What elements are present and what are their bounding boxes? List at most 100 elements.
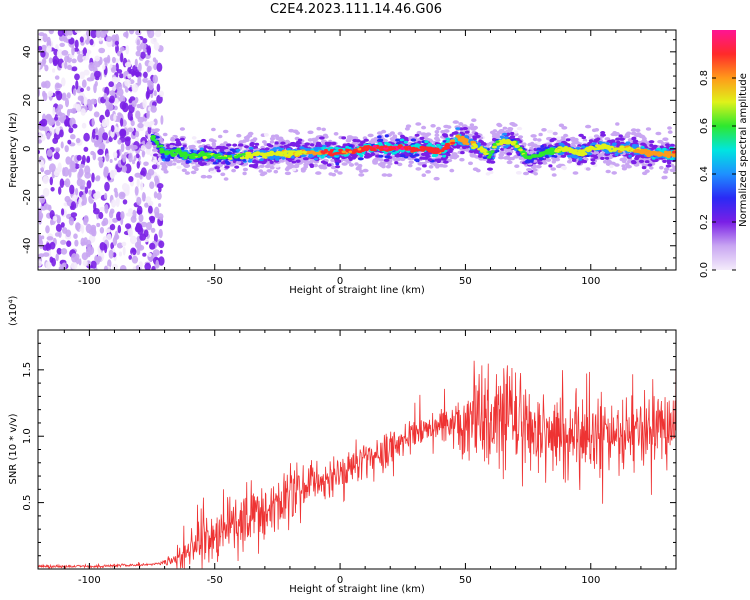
noise-blob (55, 121, 61, 127)
signal-point (433, 176, 440, 181)
signal-point (287, 158, 292, 162)
signal-point (193, 150, 197, 153)
signal-point (378, 138, 384, 142)
signal-point (385, 164, 391, 169)
signal-point (398, 144, 403, 147)
signal-point (659, 165, 664, 170)
signal-point (503, 141, 508, 145)
signal-point (149, 121, 155, 125)
signal-point (564, 152, 570, 156)
signal-point (603, 149, 608, 152)
noise-blob (86, 98, 92, 107)
signal-point (347, 156, 353, 160)
signal-point (485, 172, 491, 176)
noise-blob (81, 79, 87, 88)
signal-point (224, 165, 230, 169)
signal-point (450, 141, 456, 145)
noise-blob (140, 51, 146, 59)
noise-blob (159, 216, 163, 222)
signal-point (578, 133, 584, 137)
signal-point (159, 147, 165, 151)
signal-point (425, 170, 431, 174)
noise-blob (106, 118, 110, 127)
signal-point (160, 162, 165, 166)
noise-blob (71, 58, 77, 64)
noise-blob (142, 38, 148, 44)
noise-blob (90, 98, 98, 105)
signal-point (159, 144, 164, 148)
noise-blob (159, 249, 163, 254)
signal-point (313, 157, 319, 161)
noise-blob (48, 204, 52, 212)
signal-point (612, 148, 617, 152)
signal-point (250, 138, 257, 143)
signal-point (663, 170, 669, 174)
noise-blob (67, 139, 72, 145)
signal-point (415, 167, 422, 171)
noise-blob (88, 62, 95, 72)
noise-blob (82, 195, 87, 206)
noise-blob (52, 137, 59, 144)
signal-point (217, 163, 223, 168)
noise-blob (79, 185, 86, 190)
noise-blob (136, 39, 141, 46)
noise-blob (120, 211, 125, 220)
noise-blob (53, 169, 60, 177)
signal-point (552, 131, 558, 136)
signal-point (538, 132, 543, 137)
signal-point (400, 134, 405, 138)
noise-blob (146, 110, 150, 119)
signal-point (241, 152, 246, 156)
signal-point (481, 142, 487, 146)
signal-point (285, 139, 290, 144)
signal-point (221, 146, 226, 150)
signal-point (315, 171, 322, 175)
signal-point (170, 136, 176, 141)
noise-blob (134, 58, 138, 68)
signal-point (278, 136, 284, 141)
noise-blob (115, 82, 123, 91)
noise-blob (84, 172, 92, 179)
signal-point (532, 168, 538, 172)
noise-blob (91, 117, 95, 127)
noise-blob (145, 141, 152, 150)
signal-point (237, 153, 243, 157)
signal-point (167, 155, 172, 159)
signal-point (300, 154, 306, 158)
noise-blob (159, 90, 164, 98)
signal-point (425, 133, 430, 137)
signal-point (211, 145, 217, 149)
signal-point (593, 151, 600, 155)
noise-blob (73, 233, 78, 239)
noise-blob (45, 225, 50, 234)
noise-blob (56, 247, 62, 255)
noise-blob (50, 187, 55, 192)
signal-point (425, 154, 431, 158)
signal-point (498, 155, 504, 160)
noise-blob (125, 223, 132, 230)
signal-point (329, 150, 333, 154)
signal-point (630, 128, 637, 132)
signal-point (529, 160, 534, 163)
signal-point (220, 172, 226, 177)
signal-point (304, 142, 311, 146)
noise-blob (130, 215, 137, 223)
signal-point (284, 167, 290, 172)
signal-point (532, 137, 538, 142)
noise-blob (148, 80, 154, 91)
signal-point (279, 153, 284, 157)
signal-point (462, 126, 469, 131)
signal-point (644, 160, 650, 164)
noise-blob (51, 257, 56, 267)
signal-point (160, 155, 165, 159)
signal-point (419, 156, 424, 160)
noise-blob (160, 115, 164, 125)
noise-blob (99, 206, 106, 212)
noise-blob (146, 222, 152, 231)
signal-point (573, 137, 579, 142)
signal-point (666, 159, 671, 163)
noise-blob (76, 104, 81, 113)
signal-point (518, 156, 524, 160)
noise-blob (99, 30, 107, 38)
signal-point (293, 164, 300, 169)
